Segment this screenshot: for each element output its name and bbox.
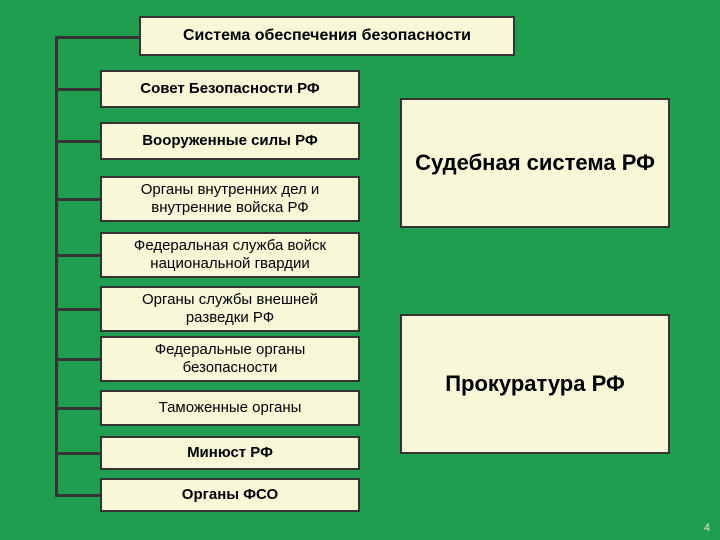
left-label-6: Таможенные органы <box>159 399 302 417</box>
left-box-7: Минюст РФ <box>100 436 360 470</box>
connector-left-4 <box>55 308 100 311</box>
left-box-0: Совет Безопасности РФ <box>100 70 360 108</box>
left-box-2: Органы внутренних дел и внутренние войск… <box>100 176 360 222</box>
page-number: 4 <box>704 522 710 534</box>
left-box-6: Таможенные органы <box>100 390 360 426</box>
left-label-2: Органы внутренних дел и внутренние войск… <box>110 181 350 217</box>
title-text: Система обеспечения безопасности <box>183 26 471 45</box>
right-box-1: Прокуратура РФ <box>400 314 670 454</box>
left-label-1: Вооруженные силы РФ <box>142 132 318 150</box>
left-label-3: Федеральная служба войск национальной гв… <box>110 237 350 273</box>
right-label-1: Прокуратура РФ <box>445 371 625 397</box>
left-label-8: Органы ФСО <box>182 486 278 504</box>
connector-left-5 <box>55 358 100 361</box>
connector-left-8 <box>55 494 100 497</box>
connector-trunk <box>55 36 58 495</box>
connector-left-2 <box>55 198 100 201</box>
left-box-3: Федеральная служба войск национальной гв… <box>100 232 360 278</box>
connector-left-0 <box>55 88 100 91</box>
connector-left-1 <box>55 140 100 143</box>
title-box: Система обеспечения безопасности <box>139 16 515 56</box>
left-box-5: Федеральные органы безопасности <box>100 336 360 382</box>
left-label-7: Минюст РФ <box>187 444 273 462</box>
left-box-1: Вооруженные силы РФ <box>100 122 360 160</box>
right-label-0: Судебная система РФ <box>415 150 655 176</box>
left-label-5: Федеральные органы безопасности <box>110 341 350 377</box>
connector-left-3 <box>55 254 100 257</box>
connector-left-6 <box>55 407 100 410</box>
left-box-8: Органы ФСО <box>100 478 360 512</box>
right-box-0: Судебная система РФ <box>400 98 670 228</box>
connector-left-7 <box>55 452 100 455</box>
left-label-4: Органы службы внешней разведки РФ <box>110 291 350 327</box>
left-box-4: Органы службы внешней разведки РФ <box>100 286 360 332</box>
connector-top-arm <box>55 36 139 39</box>
left-label-0: Совет Безопасности РФ <box>140 80 320 98</box>
